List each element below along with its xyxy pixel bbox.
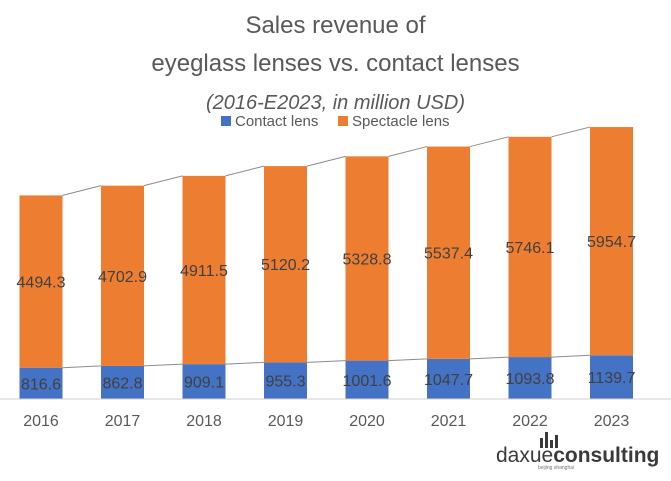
- series-line-top: [469, 136, 509, 148]
- x-tick-label-2021: 2021: [431, 413, 467, 430]
- logo-bar-icon: [555, 435, 558, 448]
- data-label-spectacle-lens-2019: 5120.2: [261, 257, 310, 274]
- bar-spectacle-lens-2019: [264, 166, 307, 363]
- series-line-top: [306, 155, 346, 167]
- logo-subtitle: beijing shanghai: [538, 465, 575, 471]
- series-line-middle: [62, 365, 102, 369]
- series-line-middle: [551, 354, 591, 358]
- x-tick-label-2016: 2016: [23, 413, 59, 430]
- data-label-spectacle-lens-2023: 5954.7: [587, 234, 636, 251]
- data-label-contact-lens-2020: 1001.6: [343, 373, 392, 390]
- bar-contact-lens-2016: [19, 367, 63, 399]
- data-label-spectacle-lens-2022: 5746.1: [506, 240, 555, 257]
- x-tick-label-2018: 2018: [186, 413, 222, 430]
- bar-spectacle-lens-2022: [508, 136, 552, 358]
- x-tick-label-2019: 2019: [268, 413, 304, 430]
- data-label-contact-lens-2021: 1047.7: [424, 372, 473, 389]
- bar-spectacle-lens-2018: [182, 175, 226, 365]
- series-line-middle: [388, 358, 428, 362]
- daxue-consulting-logo: daxueconsulting: [496, 444, 660, 467]
- x-tick-label-2017: 2017: [105, 413, 141, 430]
- data-label-spectacle-lens-2018: 4911.5: [180, 263, 228, 280]
- logo-bar-icon: [550, 440, 553, 448]
- bar-spectacle-lens-2016: [19, 195, 63, 368]
- bar-contact-lens-2023: [590, 355, 633, 399]
- series-line-middle: [469, 356, 509, 360]
- data-label-spectacle-lens-2021: 5537.4: [424, 246, 473, 263]
- chart-subtitle: (2016-E2023, in million USD): [205, 92, 465, 114]
- bar-contact-lens-2019: [264, 362, 307, 399]
- data-label-spectacle-lens-2017: 4702.9: [98, 269, 147, 286]
- chart-title-line-2: eyeglass lenses vs. contact lenses: [151, 50, 520, 77]
- legend-swatch-spectacle-lens: [338, 116, 348, 126]
- series-line-middle: [306, 360, 346, 363]
- data-label-contact-lens-2023: 1139.7: [588, 370, 636, 387]
- data-label-spectacle-lens-2016: 4494.3: [17, 275, 66, 292]
- series-line-top: [551, 126, 591, 138]
- series-line-top: [225, 165, 265, 177]
- x-tick-label-2022: 2022: [512, 413, 548, 430]
- data-label-contact-lens-2018: 909.1: [184, 375, 224, 392]
- series-line-top: [143, 175, 183, 187]
- data-label-contact-lens-2017: 862.8: [102, 375, 142, 392]
- legend-label-spectacle-lens: Spectacle lens: [352, 113, 450, 130]
- x-tick-label-2023: 2023: [594, 413, 630, 430]
- x-tick-label-2020: 2020: [349, 413, 385, 430]
- bar-contact-lens-2017: [101, 365, 144, 399]
- data-label-contact-lens-2019: 955.3: [265, 374, 305, 391]
- legend-swatch-contact-lens: [221, 116, 231, 126]
- legend-label-contact-lens: Contact lens: [235, 113, 318, 130]
- data-label-contact-lens-2016: 816.6: [21, 376, 61, 393]
- series-line-top: [62, 185, 102, 196]
- bar-contact-lens-2018: [182, 364, 226, 399]
- bar-contact-lens-2020: [345, 360, 389, 399]
- logo-bar-icon: [540, 438, 543, 448]
- series-line-middle: [143, 363, 183, 367]
- logo-bar-icon: [545, 432, 548, 448]
- bar-spectacle-lens-2017: [101, 185, 144, 366]
- bar-spectacle-lens-2023: [590, 127, 633, 356]
- bar-contact-lens-2021: [427, 358, 470, 399]
- data-label-contact-lens-2022: 1093.8: [506, 371, 555, 388]
- series-line-middle: [225, 361, 265, 365]
- bar-spectacle-lens-2020: [345, 156, 389, 361]
- series-line-top: [388, 146, 428, 157]
- bar-spectacle-lens-2021: [427, 146, 470, 359]
- chart-title: Sales revenue of: [245, 12, 426, 39]
- bar-contact-lens-2022: [508, 357, 552, 399]
- data-label-spectacle-lens-2020: 5328.8: [343, 251, 392, 268]
